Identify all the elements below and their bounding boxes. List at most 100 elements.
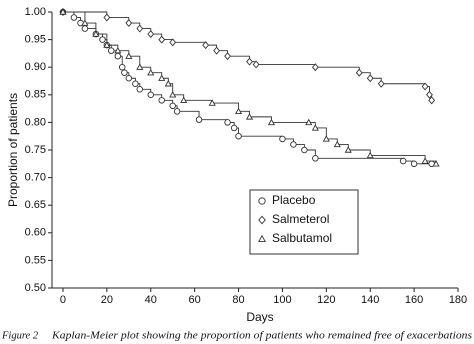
marker — [366, 151, 374, 159]
marker — [213, 46, 220, 55]
y-tick-label: 0.65 — [25, 199, 46, 211]
marker — [421, 157, 429, 164]
caption-label: Figure 2 — [1, 330, 39, 341]
marker — [258, 197, 266, 205]
x-tick-label: 0 — [60, 294, 66, 306]
y-tick-label: 0.75 — [25, 144, 46, 156]
marker — [333, 140, 341, 148]
marker — [125, 74, 133, 82]
legend-label: Salbutamol — [272, 231, 332, 245]
x-tick-label: 60 — [189, 294, 201, 306]
marker — [252, 60, 260, 69]
marker — [311, 63, 319, 72]
x-tick-label: 140 — [361, 294, 379, 306]
survival-line — [62, 11, 432, 165]
marker — [245, 113, 254, 120]
marker — [164, 80, 172, 87]
marker — [202, 41, 210, 50]
x-tick-label: 180 — [449, 294, 467, 306]
marker — [432, 160, 440, 167]
marker — [70, 14, 78, 21]
marker — [108, 47, 115, 54]
marker — [224, 52, 231, 61]
legend-box — [249, 189, 359, 255]
marker — [312, 155, 319, 162]
marker — [59, 8, 67, 15]
marker — [169, 91, 177, 98]
marker — [322, 135, 330, 142]
marker — [344, 146, 352, 153]
y-tick-label: 0.95 — [25, 34, 46, 46]
marker — [158, 35, 166, 44]
marker — [267, 118, 276, 126]
y-tick-label: 0.90 — [25, 61, 46, 73]
marker — [118, 63, 126, 71]
legend-label: Salmeterol — [272, 212, 329, 226]
marker — [147, 68, 155, 76]
marker — [173, 108, 181, 115]
marker — [136, 24, 144, 33]
marker — [421, 82, 429, 91]
marker — [114, 52, 122, 60]
marker — [224, 119, 231, 126]
marker — [355, 68, 363, 77]
marker — [410, 160, 418, 168]
marker — [208, 99, 216, 106]
marker — [147, 91, 155, 99]
survival-line — [62, 11, 437, 164]
marker — [103, 41, 111, 48]
marker — [81, 19, 89, 26]
marker — [258, 215, 266, 225]
x-tick-label: 80 — [232, 294, 244, 306]
x-axis-label: Days — [246, 310, 273, 324]
y-tick-label: 0.55 — [25, 254, 46, 266]
x-tick-label: 120 — [317, 294, 335, 306]
marker — [258, 234, 266, 243]
marker — [132, 80, 139, 88]
marker — [114, 46, 122, 54]
marker — [169, 38, 177, 47]
x-tick-label: 160 — [405, 294, 423, 306]
marker — [366, 74, 374, 83]
marker — [81, 25, 89, 32]
y-tick-label: 1.00 — [25, 6, 46, 18]
x-tick-label: 20 — [101, 294, 113, 306]
marker — [136, 86, 144, 93]
marker — [158, 74, 166, 81]
caption: Kaplan-Meier plot showing the proportion… — [51, 330, 472, 341]
y-tick-label: 0.50 — [25, 282, 46, 294]
marker — [158, 97, 165, 104]
marker — [103, 13, 111, 22]
marker — [301, 146, 308, 154]
y-tick-label: 0.70 — [25, 172, 46, 184]
marker — [169, 102, 176, 110]
x-tick-label: 100 — [273, 294, 291, 306]
marker — [246, 57, 253, 66]
marker — [426, 90, 433, 99]
legend-label: Placebo — [272, 193, 316, 207]
y-tick-label: 0.60 — [25, 227, 46, 239]
marker — [377, 79, 385, 88]
y-tick-label: 0.80 — [25, 116, 46, 128]
marker — [136, 63, 144, 70]
marker — [121, 69, 128, 76]
y-axis-label: Proportion of patients — [6, 93, 20, 207]
marker — [305, 118, 313, 126]
marker — [290, 141, 297, 148]
marker — [234, 107, 243, 115]
marker — [180, 96, 188, 104]
x-tick-label: 40 — [145, 294, 157, 306]
marker — [125, 52, 133, 59]
marker — [399, 157, 407, 165]
marker — [279, 135, 286, 143]
marker — [311, 124, 319, 131]
marker — [195, 116, 203, 123]
marker — [235, 132, 242, 140]
marker — [99, 36, 106, 43]
marker — [92, 30, 100, 37]
marker — [230, 124, 238, 132]
marker — [147, 30, 155, 39]
y-tick-label: 0.85 — [25, 89, 46, 101]
marker — [428, 96, 436, 105]
